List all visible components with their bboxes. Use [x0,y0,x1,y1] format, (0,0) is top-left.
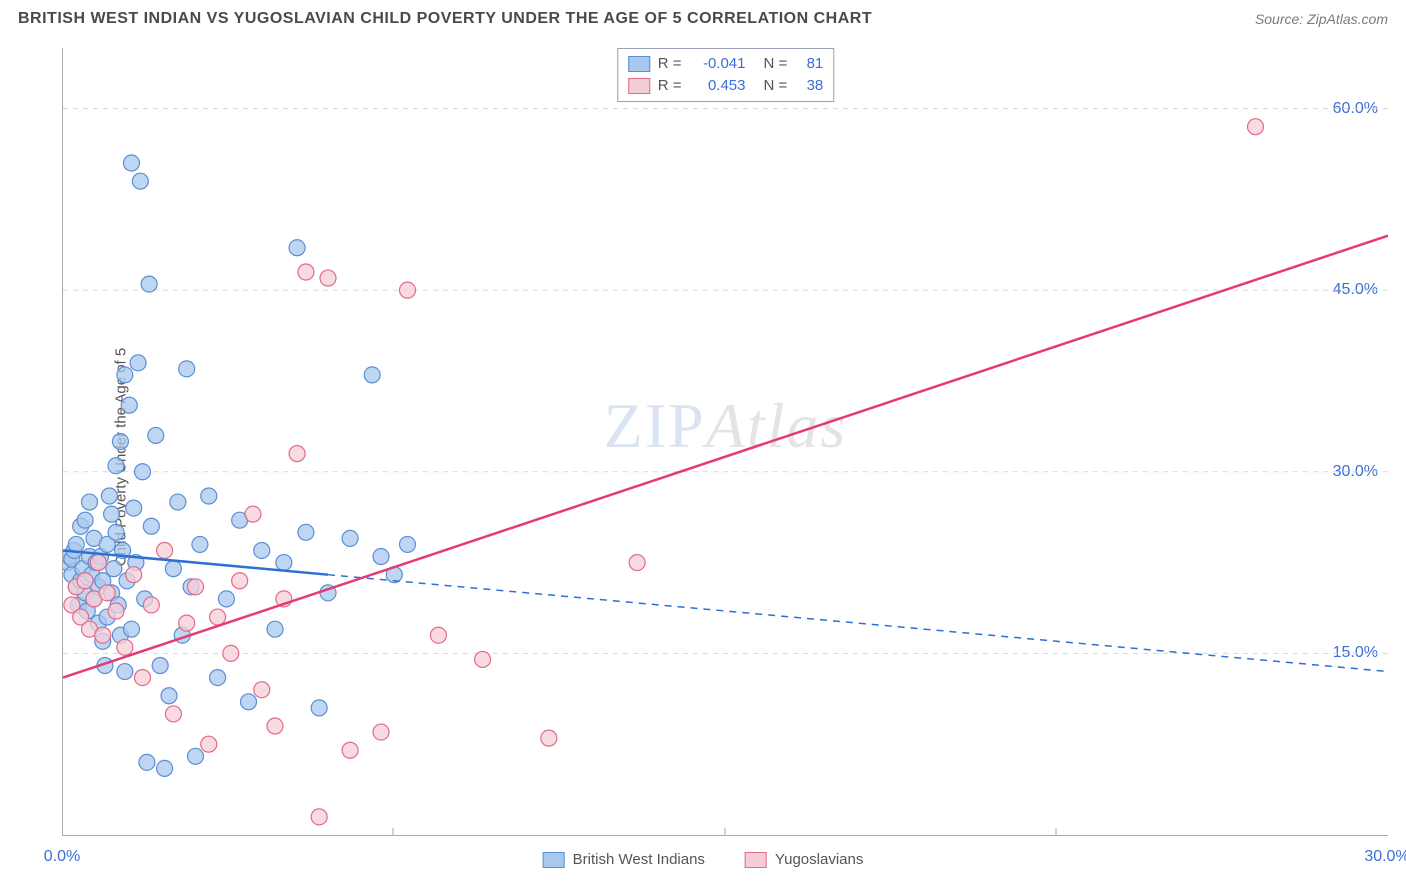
legend-n-value: 38 [795,75,823,97]
legend-swatch [543,852,565,868]
legend-correlation: R = -0.041 N = 81 R = 0.453 N = 38 [617,48,835,102]
legend-n-label: N = [764,75,788,97]
legend-n-label: N = [764,53,788,75]
chart-source: Source: ZipAtlas.com [1255,11,1388,27]
legend-series-item: Yugoslavians [745,851,863,868]
x-tick-label: 0.0% [44,848,80,866]
legend-r-label: R = [658,75,682,97]
legend-swatch [628,78,650,94]
legend-correlation-row: R = -0.041 N = 81 [628,53,824,75]
legend-swatch [628,56,650,72]
legend-swatch [745,852,767,868]
legend-correlation-row: R = 0.453 N = 38 [628,75,824,97]
legend-n-value: 81 [795,53,823,75]
chart-area: Child Poverty Under the Age of 5 ZIPAtla… [18,40,1388,874]
legend-r-label: R = [658,53,682,75]
plot-svg [63,48,1388,835]
chart-header: BRITISH WEST INDIAN VS YUGOSLAVIAN CHILD… [0,0,1406,34]
chart-title: BRITISH WEST INDIAN VS YUGOSLAVIAN CHILD… [18,10,872,28]
x-tick-label: 30.0% [1364,848,1406,866]
legend-r-value: 0.453 [690,75,746,97]
legend-r-value: -0.041 [690,53,746,75]
legend-series-item: British West Indians [543,851,705,868]
legend-series: British West Indians Yugoslavians [543,851,864,868]
legend-series-label: British West Indians [573,851,705,868]
legend-series-label: Yugoslavians [775,851,863,868]
plot-region: ZIPAtlas R =-0.041N =81R =0.453N =38 [62,48,1388,836]
